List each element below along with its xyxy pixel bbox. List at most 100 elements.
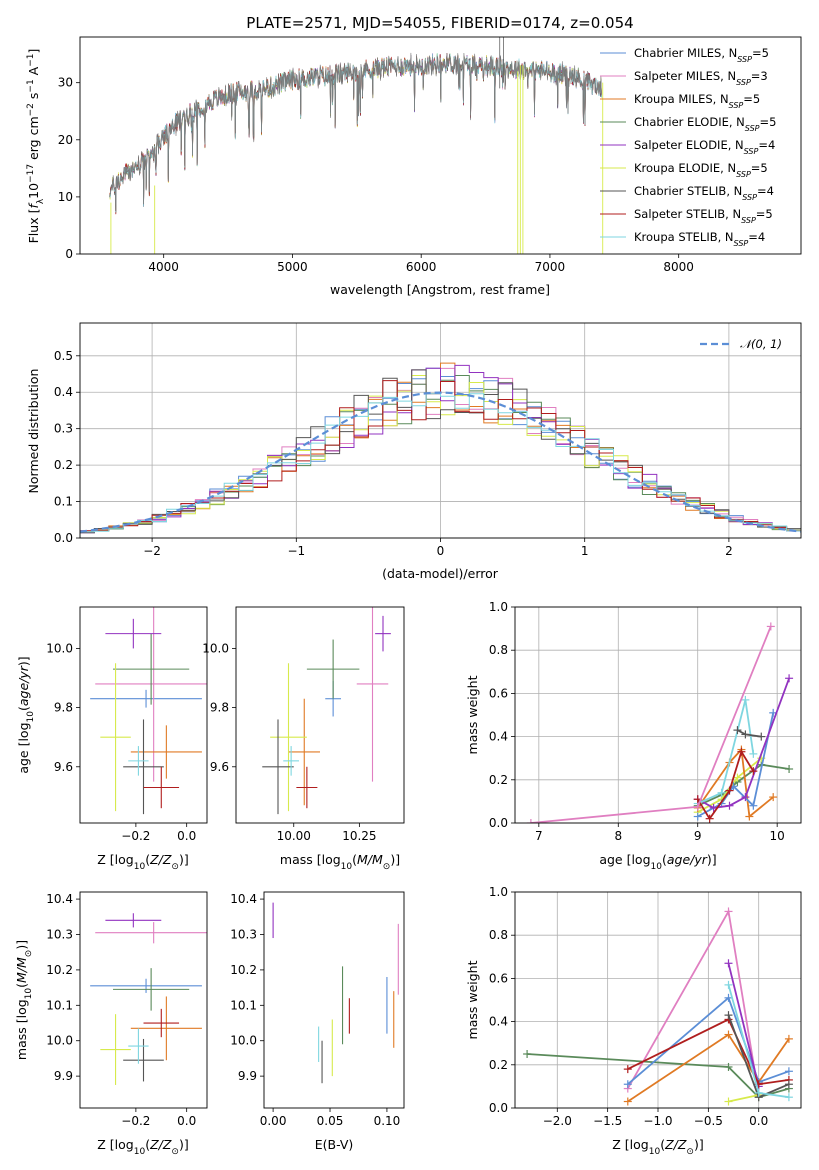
x-tick-label: 0.05 (317, 1114, 344, 1128)
legend-sub: SSP (745, 124, 760, 133)
y-tick-label: 10.3 (46, 927, 73, 941)
x-axis-label: Z [log10(Z/Z⊙)] (97, 852, 188, 872)
label-part: Flux [ (26, 209, 41, 244)
label-part: 10 (649, 1147, 661, 1157)
label-part: −2 (26, 103, 36, 116)
y-tick-label: 9.6 (54, 760, 73, 774)
x-tick-label: 4000 (148, 260, 179, 274)
y-tick-label: 10.0 (46, 1034, 73, 1048)
legend-text: Chabrier STELIB, N (634, 184, 742, 198)
y-tick-label: 0.8 (489, 643, 508, 657)
label-part: )] (179, 852, 189, 867)
weight_vs_age-frame (514, 606, 802, 824)
label-part: 10 (134, 862, 146, 872)
legend-entry: Kroupa STELIB, NSSP=4 (634, 230, 765, 248)
label-part: ⊙ (686, 1147, 694, 1157)
y-tick-label: 0.2 (489, 1058, 508, 1072)
y-tick-label: 10.0 (202, 641, 229, 655)
label-part: −1 (26, 79, 36, 92)
label-part: ( (145, 1137, 150, 1152)
y-tick-label: 30 (58, 76, 73, 90)
label-part: −1 (26, 53, 36, 66)
y-tick-label: 0.1 (54, 495, 73, 509)
y-tick-label: 10.1 (230, 998, 257, 1012)
label-part: mass [log (14, 999, 29, 1060)
y-tick-label: 10.2 (46, 963, 73, 977)
weight-line-chabrier_elodie (527, 1053, 790, 1099)
y-tick-label: 10.4 (230, 892, 257, 906)
label-part: )] (14, 940, 29, 950)
y-axis-label: mass weight (465, 960, 480, 1039)
age_vs_mass-points (262, 607, 391, 815)
y-tick-label: 10.3 (230, 927, 257, 941)
y-tick-label: 0.2 (54, 458, 73, 472)
legend-text: =5 (743, 92, 760, 106)
legend-sub: SSP (737, 55, 752, 64)
y-tick-label: 0.0 (489, 816, 508, 830)
legend-text: =3 (751, 69, 768, 83)
y-tick-label: 10.0 (230, 1034, 257, 1048)
x-tick-label: 0.0 (749, 1114, 768, 1128)
label-part: age/yr (16, 665, 31, 706)
age_vs_Z-frame (79, 606, 208, 824)
x-tick-label: 1 (581, 544, 589, 558)
residuals-axes: −2 −1 0 1 2 0.0 0.1 0.2 0.3 0.4 0.5 (54, 323, 801, 558)
legend-entry: Chabrier MILES, NSSP=5 (634, 46, 769, 64)
label-part: 10 (24, 988, 34, 1000)
histogram-kroupa_stelib (80, 393, 801, 538)
y-tick-label: 9.6 (210, 760, 229, 774)
y-axis-label: Flux [fλ10−17 erg cm−2 s−1 A−1] (26, 49, 46, 244)
legend-text: =5 (751, 161, 768, 175)
legend-text: =5 (760, 115, 777, 129)
histogram-steps (80, 362, 801, 538)
legend-entry: Salpeter ELODIE, NSSP=4 (634, 138, 775, 156)
spectrum-lines (109, 37, 604, 254)
legend-sub: SSP (736, 78, 751, 87)
y-tick-label: 9.9 (238, 1069, 257, 1083)
x-tick-label: −1.0 (643, 1114, 672, 1128)
label-part: )] (694, 1137, 704, 1152)
label-part: ⊙ (24, 950, 34, 958)
x-axis-label: age [log10(age/yr)] (599, 852, 716, 872)
y-tick-label: 10.4 (46, 892, 73, 906)
label-part: s (26, 93, 41, 104)
label-part: 10 (341, 862, 353, 872)
y-tick-label: 0.6 (489, 971, 508, 985)
weight_vs_Z-lines (523, 907, 793, 1106)
legend-sub: SSP (744, 147, 759, 156)
x-axis-label: (data-model)/error (382, 566, 499, 581)
y-tick-label: 9.8 (210, 701, 229, 715)
x-axis-label: Z [log10(Z/Z⊙)] (97, 1137, 188, 1157)
y-tick-label: 0.0 (489, 1101, 508, 1115)
label-part: ( (145, 852, 150, 867)
chart-title: PLATE=2571, MJD=54055, FIBERID=0174, z=0… (246, 14, 633, 32)
label-part: ( (16, 706, 31, 711)
legend-text: Kroupa STELIB, N (634, 230, 734, 244)
y-tick-label: 20 (58, 133, 73, 147)
spectrum-data-line (109, 52, 602, 212)
label-part: M/M (357, 852, 383, 867)
x-axis-label: wavelength [Angstrom, rest frame] (330, 282, 550, 297)
y-tick-label: 0 (65, 247, 73, 261)
label-part: )] (16, 656, 31, 666)
label-part: Z [log (97, 852, 133, 867)
weight_vs_Z-axes: −2.0 −1.5 −1.0 −0.5 0.0 0.0 0.2 0.4 0.6 0.8 1.0 (489, 885, 801, 1128)
x-tick-label: 6000 (406, 260, 437, 274)
spectrum-axes: 4000 5000 6000 7000 8000 0 10 20 30 (58, 76, 694, 274)
label-part: age [log (599, 852, 650, 867)
label-part: ( (352, 852, 357, 867)
y-tick-label: 1.0 (489, 600, 508, 614)
x-tick-label: 10.00 (277, 829, 311, 843)
label-part: Z [log (97, 1137, 133, 1152)
x-tick-label: 5000 (277, 260, 308, 274)
label-part: )] (707, 852, 717, 867)
y-tick-label: 0.3 (54, 422, 73, 436)
age_vs_Z-points (90, 607, 207, 815)
x-tick-label: 10 (770, 829, 785, 843)
legend-entry: Chabrier STELIB, NSSP=4 (634, 184, 774, 202)
label-part: Z [log (612, 1137, 648, 1152)
legend-text: Chabrier MILES, N (634, 46, 737, 60)
x-tick-label: −2.0 (543, 1114, 572, 1128)
label-part: M/M (14, 957, 29, 983)
